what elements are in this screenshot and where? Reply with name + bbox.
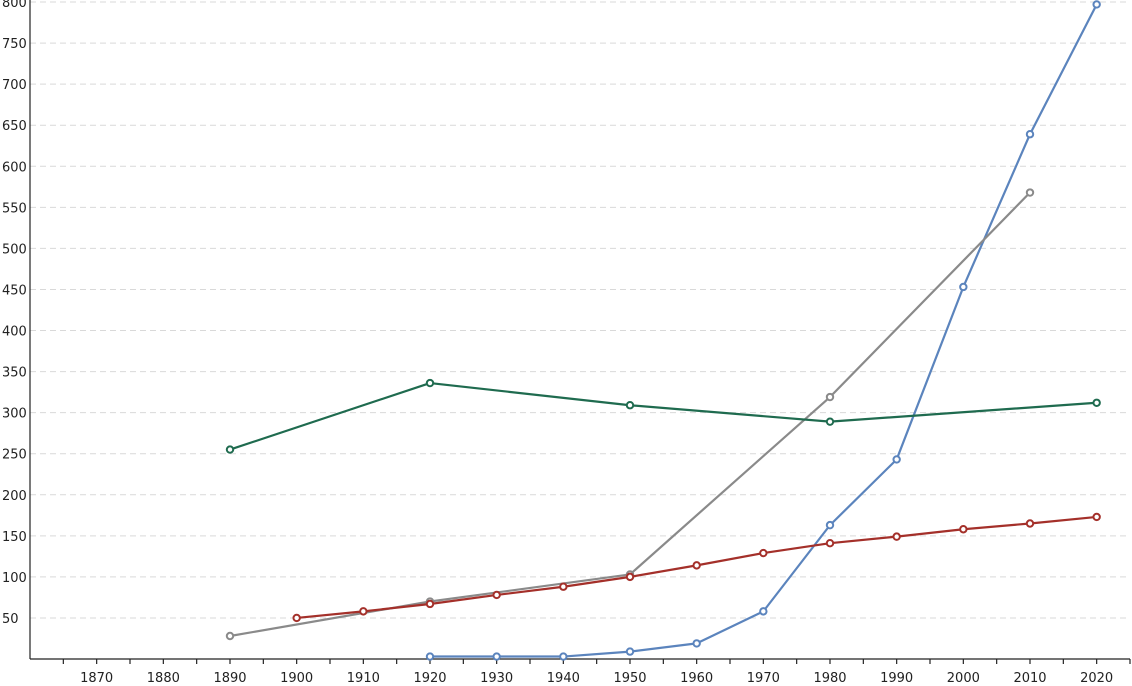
x-tick-label-2000: 2000 — [947, 671, 980, 686]
x-tick-label-1940: 1940 — [547, 671, 580, 686]
series-4-point-1940 — [559, 582, 568, 591]
x-tick-label-2010: 2010 — [1013, 671, 1046, 686]
x-tick-label-2020: 2020 — [1080, 671, 1113, 686]
series-1-point-2020 — [1092, 0, 1101, 9]
series-4-point-1930 — [492, 590, 501, 600]
axis-layer — [29, 0, 1131, 664]
series-4-point-2000 — [959, 525, 968, 534]
y-tick-label-300: 300 — [2, 407, 27, 422]
x-tick-label-1960: 1960 — [680, 671, 713, 686]
series-line-3 — [228, 381, 1098, 451]
series-2-point-1980 — [825, 392, 835, 402]
x-tick-label-1970: 1970 — [747, 671, 780, 686]
series-4-point-1910 — [359, 607, 368, 616]
series-1-point-1980 — [825, 520, 835, 530]
series-3-point-1980 — [825, 417, 835, 426]
series-3-point-1890 — [225, 445, 235, 454]
x-tick-label-1870: 1870 — [80, 671, 113, 686]
series-4-point-1980 — [825, 539, 835, 548]
series-4-point-2010 — [1025, 519, 1035, 528]
x-tick-label-1990: 1990 — [880, 671, 913, 686]
y-tick-label-750: 750 — [2, 37, 27, 52]
y-tick-label-800: 800 — [2, 0, 27, 11]
y-tick-label-200: 200 — [2, 489, 27, 504]
y-tick-label-700: 700 — [2, 78, 27, 93]
y-tick-label-450: 450 — [2, 283, 27, 298]
x-tick-label-1880: 1880 — [147, 671, 180, 686]
x-tick-label-1910: 1910 — [347, 671, 380, 686]
y-tick-label-500: 500 — [2, 242, 27, 257]
series-1-point-1960 — [692, 639, 701, 648]
series-4-point-2020 — [1092, 512, 1101, 522]
series-1-point-1940 — [559, 652, 568, 661]
series-layer — [225, 0, 1101, 661]
series-4-point-1960 — [692, 561, 701, 570]
series-1-point-1990 — [892, 455, 901, 464]
series-1-point-1970 — [759, 607, 768, 616]
series-3-point-2020 — [1092, 398, 1101, 407]
series-3-point-1950 — [625, 401, 635, 410]
series-4-point-1970 — [759, 548, 768, 558]
series-line-2 — [228, 191, 1032, 638]
series-4-point-1990 — [892, 532, 901, 541]
series-2-point-1890 — [225, 631, 235, 641]
series-1-point-1950 — [625, 647, 635, 656]
y-tick-label-50: 50 — [2, 612, 19, 627]
series-3-point-1920 — [425, 378, 435, 388]
x-tick-label-1930: 1930 — [480, 671, 513, 686]
series-4-point-1920 — [425, 599, 435, 609]
y-tick-label-600: 600 — [2, 160, 27, 175]
x-tick-label-1920: 1920 — [413, 671, 446, 686]
series-1-point-1920 — [425, 652, 435, 661]
series-4-point-1900 — [292, 613, 301, 623]
x-tick-label-1980: 1980 — [813, 671, 846, 686]
series-1-point-2000 — [959, 282, 968, 292]
series-4-point-1950 — [625, 572, 635, 582]
series-1-point-1930 — [492, 652, 501, 661]
y-tick-label-400: 400 — [2, 325, 27, 340]
y-tick-label-100: 100 — [2, 571, 27, 586]
y-tick-label-350: 350 — [2, 366, 27, 381]
x-tick-label-1900: 1900 — [280, 671, 313, 686]
x-tick-label-1890: 1890 — [213, 671, 246, 686]
x-tick-label-1950: 1950 — [613, 671, 646, 686]
series-2-point-2010 — [1025, 188, 1035, 197]
y-tick-label-150: 150 — [2, 530, 27, 545]
grid-layer — [30, 1, 1130, 619]
series-1-point-2010 — [1025, 130, 1035, 139]
y-tick-label-250: 250 — [2, 448, 27, 463]
y-tick-label-550: 550 — [2, 201, 27, 216]
y-tick-label-650: 650 — [2, 119, 27, 134]
